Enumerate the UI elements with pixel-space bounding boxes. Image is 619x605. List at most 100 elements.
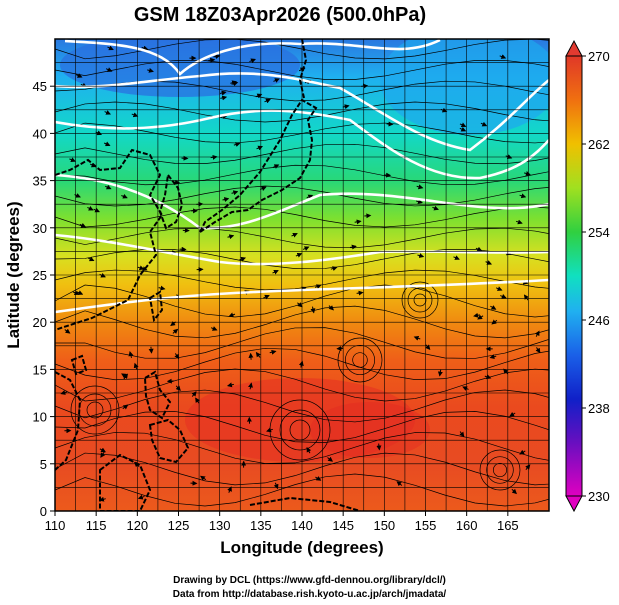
wind-arrow xyxy=(87,205,94,211)
wind-arrow xyxy=(330,266,338,271)
wind-arrow xyxy=(233,142,241,147)
wind-arrow xyxy=(99,447,106,453)
colorbar-body xyxy=(565,55,583,497)
wind-arrow xyxy=(122,404,129,410)
x-tick-label: 145 xyxy=(332,518,354,533)
vortex-streamline xyxy=(401,281,439,319)
wind-arrow xyxy=(272,269,279,275)
wind-arrow xyxy=(534,330,540,337)
wind-arrow xyxy=(328,305,334,311)
y-axis-ticks: 0 5 10 15 20 25 30 35 40 45 xyxy=(33,79,55,519)
coast-luzon xyxy=(143,370,172,420)
wind-arrow xyxy=(297,302,303,308)
streamline xyxy=(55,389,549,423)
wind-arrow xyxy=(354,219,362,225)
wind-arrow xyxy=(523,294,529,301)
wind-arrow xyxy=(75,73,83,78)
contour-line-5 xyxy=(55,233,549,266)
wind-arrow xyxy=(535,347,541,354)
wind-arrow xyxy=(172,328,179,334)
wind-arrow xyxy=(69,157,76,162)
wind-arrow xyxy=(263,294,270,300)
wind-arrow xyxy=(213,54,221,59)
x-axis-label: Longitude (degrees) xyxy=(220,538,384,557)
wind-arrow xyxy=(87,256,95,262)
wind-arrow xyxy=(174,353,180,360)
coast-indochina xyxy=(55,371,82,471)
x-tick-label: 165 xyxy=(497,518,519,533)
wind-arrow xyxy=(195,397,200,404)
contour-line-4 xyxy=(55,173,549,230)
streamline xyxy=(55,347,549,381)
wind-arrow xyxy=(79,222,87,228)
wind-arrow xyxy=(432,205,439,211)
wind-arrow xyxy=(255,93,263,99)
wind-arrow xyxy=(228,312,236,318)
colorbar-ticks: 230 238 246 254 262 270 xyxy=(582,49,610,504)
credit-dcl: Drawing by DCL (https://www.gfd-dennou.o… xyxy=(173,575,446,586)
wind-arrow xyxy=(315,476,322,481)
colorbar-tick-label: 262 xyxy=(588,137,610,152)
wind-arrow xyxy=(249,58,256,64)
wind-arrow xyxy=(107,45,114,51)
wind-arrow xyxy=(495,286,503,291)
wind-arrow xyxy=(248,382,253,390)
streamline xyxy=(55,432,549,464)
y-tick-label: 35 xyxy=(33,174,47,189)
wind-arrow xyxy=(477,314,484,320)
x-tick-label: 155 xyxy=(415,518,437,533)
wind-arrow xyxy=(103,141,111,147)
contour-line-6 xyxy=(55,278,549,314)
wind-arrow xyxy=(100,451,106,458)
wind-arrow xyxy=(148,346,154,354)
wind-arrow xyxy=(500,293,507,299)
y-tick-label: 0 xyxy=(40,504,47,519)
wind-arrow xyxy=(503,368,509,375)
wind-arrow xyxy=(220,95,228,101)
streamline xyxy=(55,305,549,339)
wind-arrow xyxy=(509,411,516,417)
streamline xyxy=(55,143,549,165)
wind-arrow xyxy=(416,184,424,190)
coastlines xyxy=(55,39,361,511)
wind-arrow xyxy=(104,184,112,190)
wind-arrow xyxy=(515,219,523,225)
wind-arrow xyxy=(131,112,139,118)
wind-arrow xyxy=(210,326,218,331)
wind-arrow xyxy=(255,351,261,358)
wind-arrow xyxy=(484,374,492,380)
streamline xyxy=(55,164,549,186)
wind-arrow xyxy=(219,90,227,96)
wind-arrow xyxy=(231,81,239,87)
coast-hainan xyxy=(70,354,88,376)
wind-arrow xyxy=(396,481,403,487)
y-tick-label: 25 xyxy=(33,268,47,283)
wind-arrow xyxy=(416,199,423,204)
lat-lon-grid xyxy=(55,39,549,511)
colorbar-tick-label: 230 xyxy=(588,489,610,504)
vortex-streamline xyxy=(337,337,383,383)
wind-arrow xyxy=(462,386,469,391)
wind-arrow xyxy=(453,255,460,260)
vortex-streamline xyxy=(70,385,120,435)
vortex-streamline xyxy=(344,344,376,376)
contour-line-2 xyxy=(55,72,549,152)
coast-visayas-mindanao xyxy=(148,418,190,464)
streamline xyxy=(55,60,549,80)
credit-data-source: Data from http://database.rish.kyoto-u.a… xyxy=(172,589,447,600)
x-tick-label: 110 xyxy=(45,518,66,533)
wind-arrow xyxy=(227,234,235,240)
warm-core-2 xyxy=(310,402,430,458)
wind-arrow xyxy=(302,246,310,251)
x-tick-label: 115 xyxy=(86,518,107,533)
wind-arrow xyxy=(295,252,303,258)
wind-arrow xyxy=(310,306,316,314)
wind-arrow xyxy=(485,260,492,265)
y-tick-label: 15 xyxy=(33,362,47,377)
wind-arrow xyxy=(511,488,517,495)
x-tick-label: 140 xyxy=(291,518,313,533)
vortex-streamline xyxy=(269,399,331,461)
wind-arrow xyxy=(459,122,467,128)
x-tick-label: 125 xyxy=(168,518,190,533)
vortex-streamline xyxy=(492,462,508,478)
